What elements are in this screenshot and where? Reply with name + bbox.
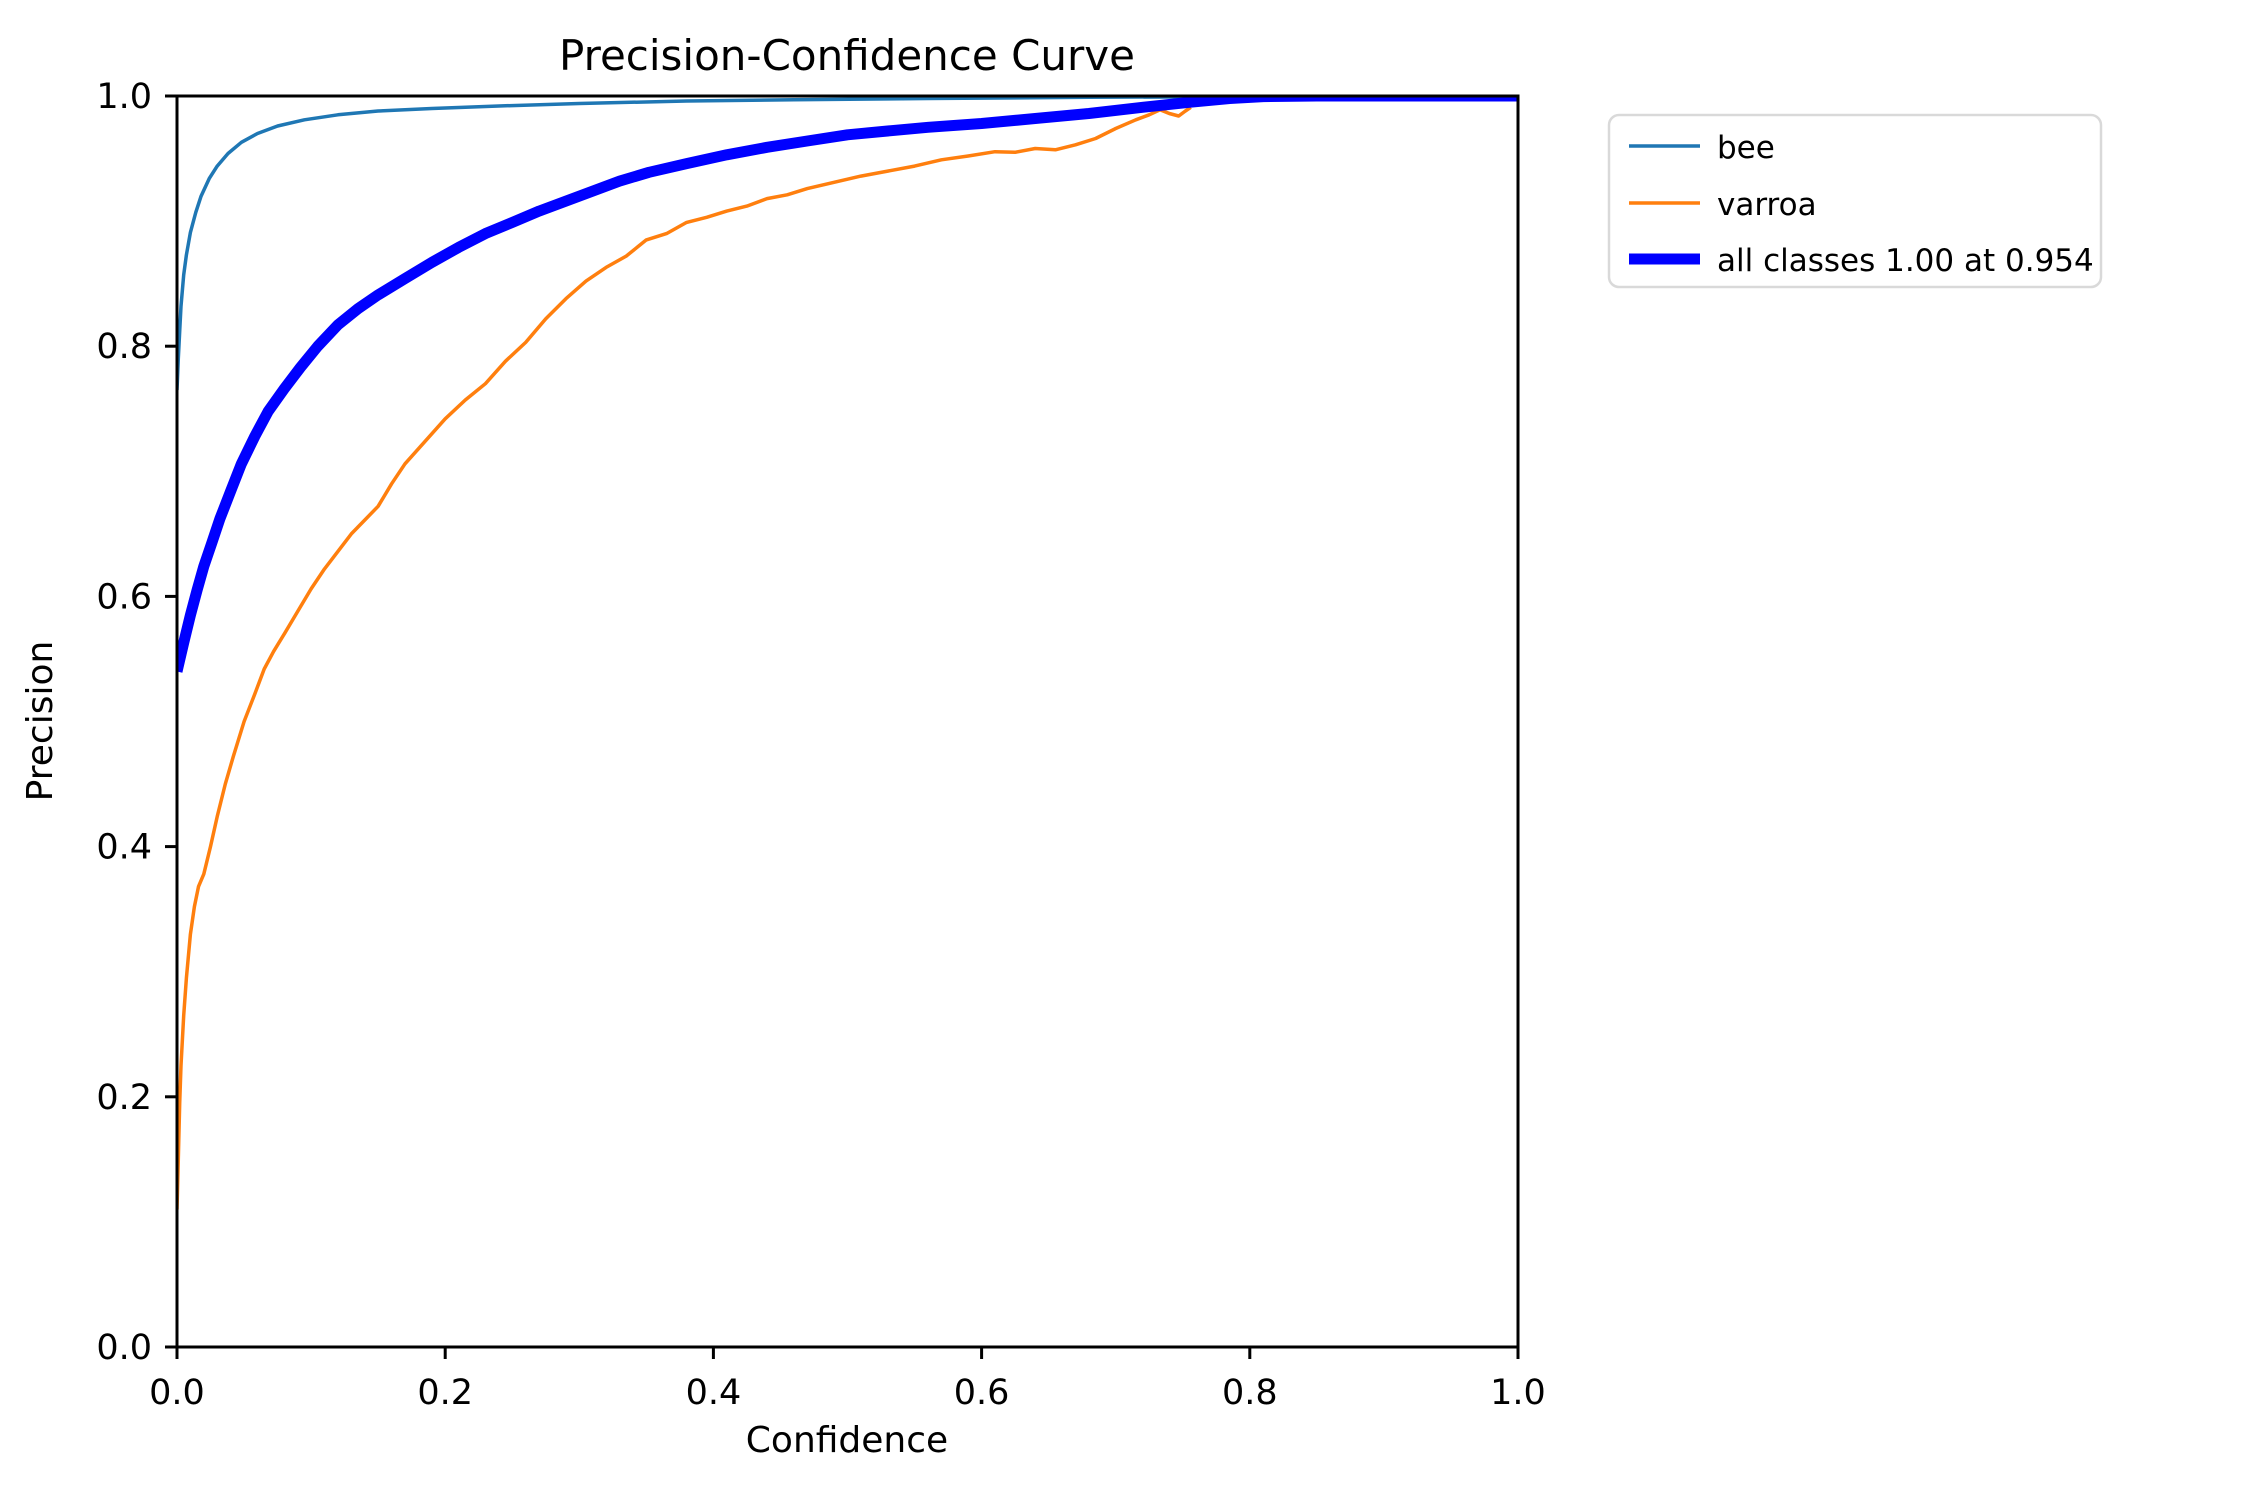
plot-border: [175, 94, 1520, 1349]
x-tick-label: 0.6: [954, 1373, 1010, 1413]
y-axis-label: Precision: [20, 641, 61, 802]
x-tick-label: 0.0: [149, 1373, 205, 1413]
y-tick-label: 0.0: [96, 1328, 152, 1368]
y-tick-label: 0.8: [96, 327, 152, 367]
y-tick-label: 0.2: [96, 1078, 152, 1118]
y-tick-label: 1.0: [96, 77, 152, 117]
chart-title: Precision-Confidence Curve: [559, 31, 1135, 80]
curve-varroa: [177, 105, 1192, 1210]
legend-frame: [1607, 113, 2103, 289]
legend-label-varroa: varroa: [1717, 187, 1817, 223]
x-tick-label: 0.8: [1222, 1373, 1278, 1413]
x-tick-label: 0.4: [686, 1373, 742, 1413]
x-axis-label: Confidence: [746, 1420, 948, 1461]
curve-bee: [177, 96, 1425, 391]
y-tick-label: 0.6: [96, 577, 152, 617]
legend-label-bee: bee: [1717, 130, 1775, 166]
x-tick-label: 0.2: [417, 1373, 473, 1413]
ticks-group: 0.0 0.2 0.4 0.6 0.8 1.0 0.0 0.2 0.4 0.6 0.8 1.0: [96, 77, 1546, 1413]
curve-all-classes: [177, 96, 1518, 673]
curves-group: [177, 96, 1518, 1210]
y-tick-label: 0.4: [96, 828, 152, 868]
x-tick-label: 1.0: [1490, 1373, 1546, 1413]
legend-label-all-classes: all classes 1.00 at 0.954: [1717, 243, 2094, 279]
legend: bee varroa all classes 1.00 at 0.954: [1607, 113, 2103, 289]
